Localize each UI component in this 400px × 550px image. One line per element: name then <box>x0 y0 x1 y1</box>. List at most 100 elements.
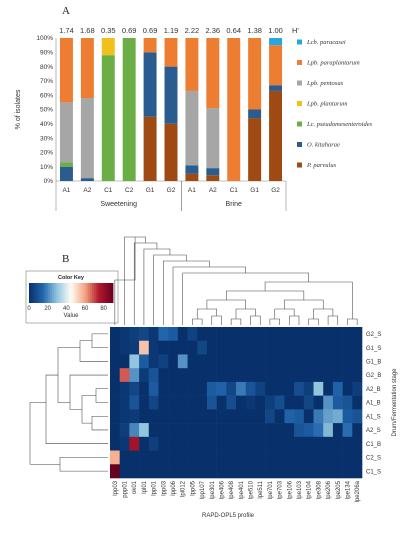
heatmap-cell <box>352 381 363 396</box>
heatmap-cell <box>332 464 343 479</box>
heatmap-cell <box>177 436 188 451</box>
color-key-step <box>41 283 45 303</box>
bar-segment <box>59 162 73 167</box>
heatmap-cell <box>158 395 169 410</box>
heatmap-cell <box>158 327 169 342</box>
heatmap-cell <box>284 354 295 369</box>
heatmap-cell <box>342 423 353 438</box>
heatmap-cell <box>313 464 324 479</box>
heatmap-cell <box>110 368 120 383</box>
heatmap-cell <box>216 409 227 424</box>
heatmap-cell <box>265 450 276 465</box>
color-key-step <box>50 283 53 303</box>
x-tick-label: G2 <box>167 187 176 194</box>
heatmap-cell <box>158 409 169 424</box>
column-label: lpp01 <box>152 480 158 495</box>
heatmap-cell <box>119 327 130 342</box>
heatmap-cell <box>148 381 159 396</box>
heatmap-cell <box>158 340 169 355</box>
bar-segment <box>227 38 241 181</box>
color-key-step <box>94 283 97 303</box>
heatmap-cell <box>342 327 353 342</box>
legend-swatch <box>297 80 302 86</box>
color-key-tick: 40 <box>63 306 70 312</box>
heatmap-cell <box>187 340 198 355</box>
heatmap-cell <box>119 409 130 424</box>
heatmap-cell <box>206 368 217 383</box>
heatmap-cell <box>294 381 305 396</box>
color-key-step <box>71 283 74 303</box>
heatmap-cell <box>110 381 120 396</box>
heatmap-cell <box>332 423 343 438</box>
heatmap-cell <box>255 327 266 342</box>
heatmap-cell <box>274 395 285 410</box>
legend-label: O. kitaharae <box>307 142 340 149</box>
heatmap-cell <box>294 354 305 369</box>
y-tick-label: 90% <box>40 50 53 57</box>
row-label: G1_B <box>366 360 381 366</box>
heatmap-cell <box>226 436 237 451</box>
heatmap-cell <box>110 450 120 465</box>
heatmap-cell <box>197 464 208 479</box>
stacked-bar-chart: 0% 10% 20% 30% 40% 50% 60% 70% 80% 90% 100% % of is… <box>15 26 287 211</box>
dendrogram-link <box>81 395 96 424</box>
heatmap-cell <box>323 464 334 479</box>
bar-segment <box>122 38 136 181</box>
column-label: lpe703 <box>278 480 284 499</box>
heatmap-cell <box>236 450 246 465</box>
h-value-label: 0.69 <box>122 26 137 35</box>
bar-segment <box>248 109 262 119</box>
heatmap-cell <box>177 340 188 355</box>
color-key-step <box>29 283 32 303</box>
heatmap-cell <box>119 340 130 355</box>
heatmap-cell <box>245 354 256 369</box>
heatmap-cell <box>236 327 246 342</box>
bar-segment <box>269 85 283 91</box>
heatmap-cell <box>284 423 295 438</box>
heatmap-cell <box>158 464 169 479</box>
legend-label: Lpb. pentosus <box>306 80 344 87</box>
column-label: lpl012 <box>181 480 187 497</box>
h-value-label: 1.74 <box>59 26 74 35</box>
heatmap-cell <box>119 354 130 369</box>
heatmap-cell <box>139 368 150 383</box>
dendrogram-link <box>182 272 309 325</box>
heatmap-color-key: Color Key 0 20 40 60 80 Value <box>25 270 119 324</box>
x-tick-label: C1 <box>230 187 239 194</box>
heatmap-cell <box>197 450 208 465</box>
heatmap-cell <box>265 381 276 396</box>
column-label: lpe308 <box>316 480 322 499</box>
heatmap-cell <box>323 423 334 438</box>
heatmap-cell <box>119 450 130 465</box>
legend-label: Lcb. paracasei <box>306 39 346 46</box>
heatmap-cell <box>129 450 140 465</box>
y-tick-label: 0% <box>44 178 54 185</box>
heatmap-cell <box>352 464 363 479</box>
x-tick-label: A1 <box>188 187 196 194</box>
legend-label: Lc. pseudomesenteroides <box>306 121 373 128</box>
bar-segment <box>269 45 283 86</box>
column-label: lpe206 <box>326 480 332 499</box>
color-key-step <box>47 283 51 303</box>
heatmap-cell <box>206 327 217 342</box>
heatmap-cell <box>226 395 237 410</box>
heatmap-cell <box>284 464 295 479</box>
heatmap-cell <box>129 464 140 479</box>
dendrogram-link <box>153 254 187 325</box>
heatmap-cell <box>139 395 150 410</box>
bar-segment <box>269 90 283 181</box>
legend-swatch <box>297 101 302 106</box>
heatmap-cell <box>158 450 169 465</box>
bar-chart-legend: Lcb. paracasei Lpb. paraplantarum Lpb. pen… <box>297 39 373 169</box>
heatmap-cell <box>168 354 179 369</box>
y-axis-label: % of isolates <box>15 89 22 129</box>
heatmap-cell <box>284 340 295 355</box>
heatmap-cell <box>332 395 343 410</box>
y-tick-label: 70% <box>40 78 53 85</box>
heatmap-cell <box>236 354 246 369</box>
bar-segment <box>206 168 220 176</box>
panel-a-label: A <box>62 5 70 17</box>
heatmap-cell <box>158 368 169 383</box>
h-value-label: 0.69 <box>143 26 158 35</box>
heatmap-cell <box>342 381 353 396</box>
